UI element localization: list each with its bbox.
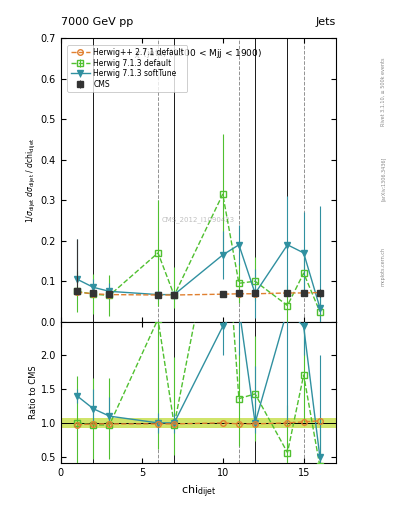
Herwig++ 2.7.1 default (318, 289, 322, 295)
Herwig++ 2.7.1 default (156, 292, 160, 298)
Text: 7000 GeV pp: 7000 GeV pp (61, 16, 133, 27)
Legend: Herwig++ 2.7.1 default, Herwig 7.1.3 default, Herwig 7.1.3 softTune, CMS: Herwig++ 2.7.1 default, Herwig 7.1.3 def… (68, 45, 187, 92)
Herwig++ 2.7.1 default (253, 291, 257, 297)
Text: mcplots.cern.ch: mcplots.cern.ch (381, 247, 386, 286)
Herwig++ 2.7.1 default (172, 292, 176, 298)
Herwig++ 2.7.1 default (220, 291, 225, 297)
Herwig++ 2.7.1 default (285, 290, 290, 296)
X-axis label: chi$_{\rm dijet}$: chi$_{\rm dijet}$ (181, 484, 216, 500)
Text: $\chi$ (jets) (1500 < Mjj < 1900): $\chi$ (jets) (1500 < Mjj < 1900) (134, 47, 263, 60)
Herwig++ 2.7.1 default (75, 289, 79, 295)
Herwig++ 2.7.1 default (91, 291, 95, 297)
Text: CMS_2012_I1090423: CMS_2012_I1090423 (162, 217, 235, 223)
Y-axis label: Ratio to CMS: Ratio to CMS (29, 366, 38, 419)
Y-axis label: $1/\sigma_{\rm dijet}\ d\sigma_{\rm dijet}\ /\ d{\rm chi}_{\rm dijet}$: $1/\sigma_{\rm dijet}\ d\sigma_{\rm dije… (25, 137, 38, 223)
Text: [arXiv:1306.3436]: [arXiv:1306.3436] (381, 157, 386, 201)
Text: Rivet 3.1.10, ≥ 500k events: Rivet 3.1.10, ≥ 500k events (381, 58, 386, 126)
Herwig++ 2.7.1 default (301, 290, 306, 296)
Herwig++ 2.7.1 default (107, 291, 112, 297)
Line: Herwig++ 2.7.1 default: Herwig++ 2.7.1 default (74, 289, 323, 298)
Herwig++ 2.7.1 default (237, 291, 241, 297)
Text: Jets: Jets (316, 16, 336, 27)
